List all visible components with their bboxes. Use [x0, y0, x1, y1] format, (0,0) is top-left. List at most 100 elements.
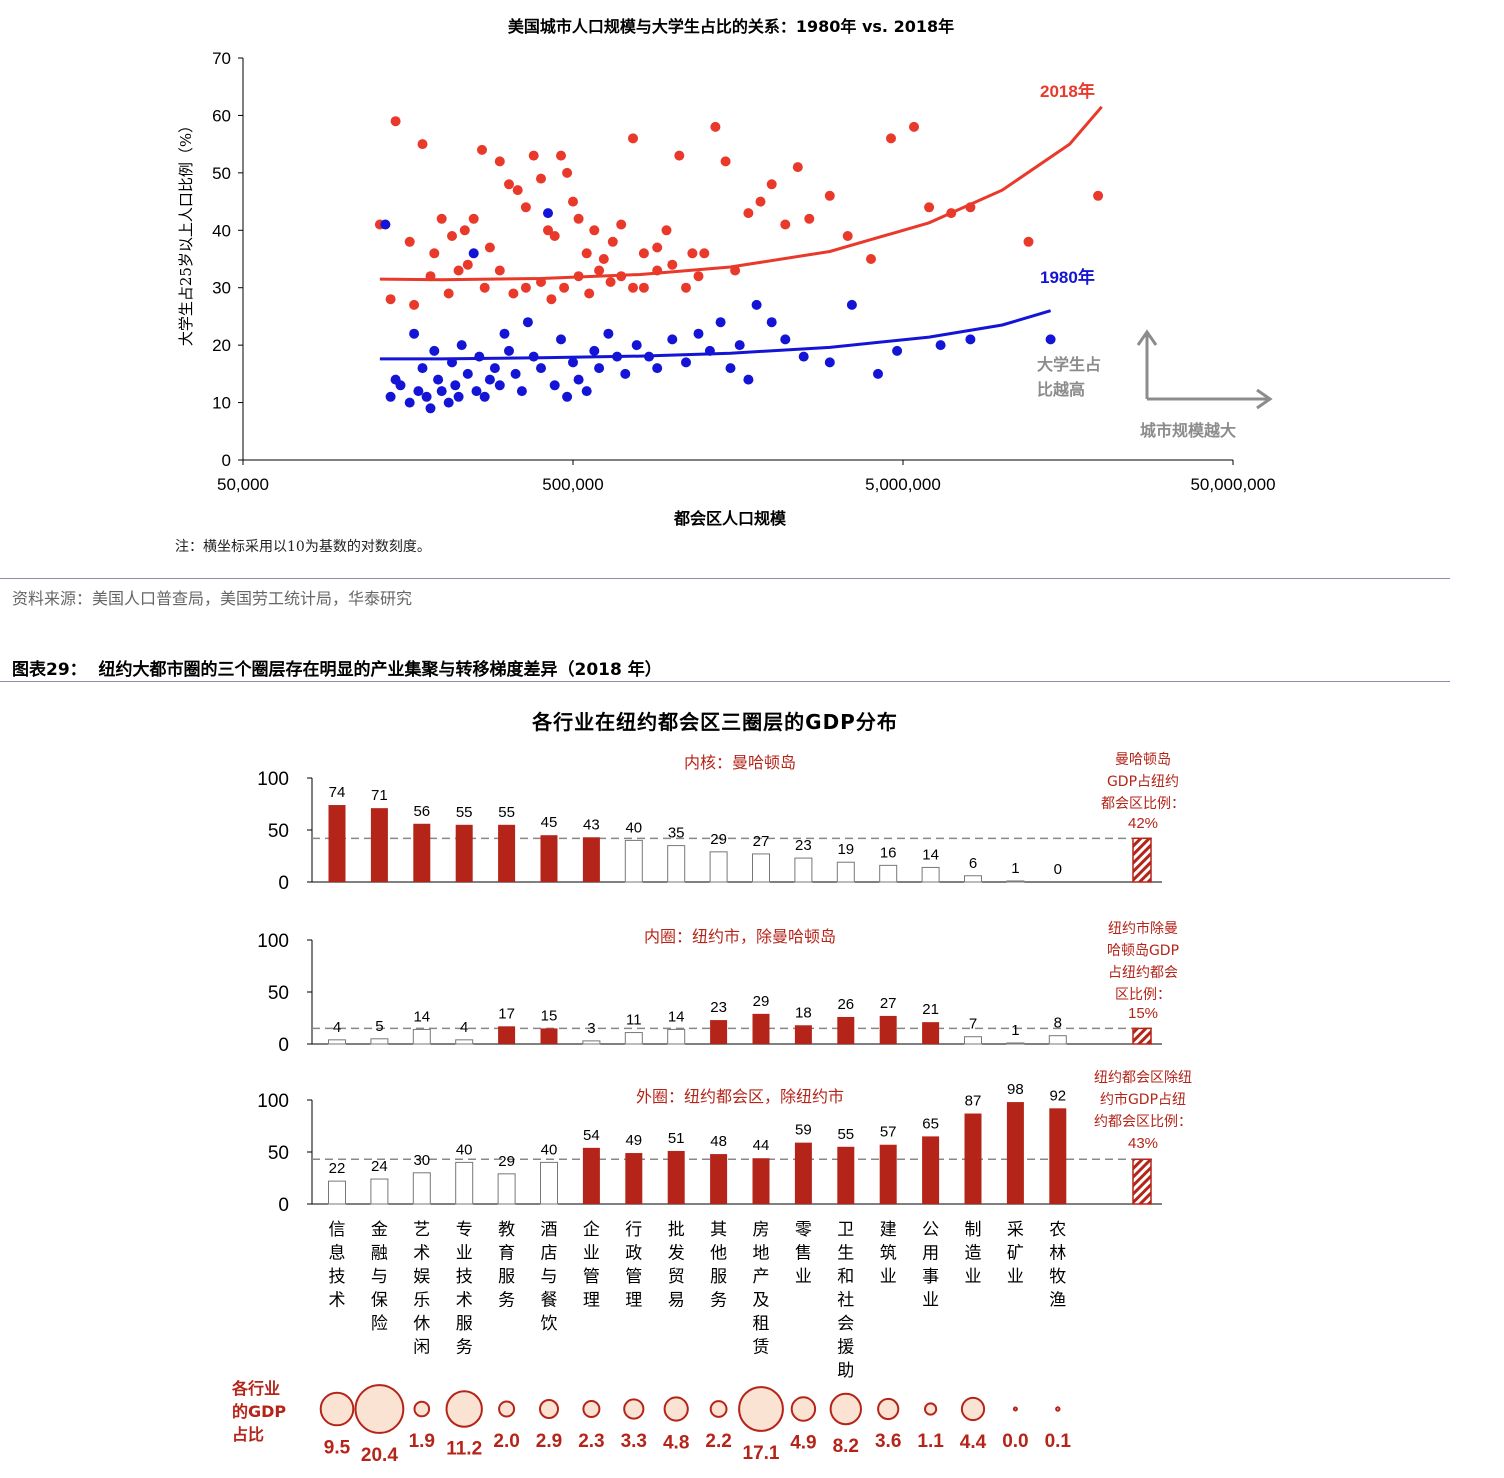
data-point [522, 317, 533, 328]
data-point [447, 231, 457, 241]
scatter-xlabel: 都会区人口规模 [673, 509, 786, 528]
data-point [556, 334, 566, 345]
data-point [638, 248, 649, 259]
category-char: 售 [795, 1244, 812, 1264]
data-point [734, 340, 745, 351]
category-char: 理 [583, 1291, 600, 1311]
bar-value-label: 3 [587, 1020, 595, 1037]
category-char: 业 [880, 1267, 897, 1287]
scatter-title: 美国城市人口规模与大学生占比的关系：1980年 vs. 2018年 [507, 17, 955, 36]
data-point [508, 288, 519, 299]
category-char: 信 [329, 1220, 346, 1240]
bar-value-label: 43 [583, 816, 600, 833]
y-tick-label: 0 [278, 1035, 289, 1056]
bar-value-label: 40 [456, 1141, 473, 1158]
side-note-line: 占纽约都会 [1108, 965, 1178, 981]
bar-value-label: 16 [880, 844, 897, 861]
bar-value-label: 74 [329, 784, 346, 801]
bar-value-label: 14 [668, 1008, 685, 1025]
data-point [429, 248, 440, 259]
gdp-share-bubble [1055, 1406, 1061, 1412]
panel-label: 内核：曼哈顿岛 [684, 753, 796, 772]
category-char: 生 [837, 1244, 854, 1264]
category-label: 采矿业 [1007, 1220, 1024, 1287]
category-char: 与 [541, 1267, 558, 1287]
gdp-share-label: 的GDP [232, 1402, 286, 1421]
side-note-line: 区比例： [1115, 987, 1171, 1003]
side-note-line: 纽约都会区除纽 [1094, 1070, 1192, 1086]
category-char: 管 [625, 1267, 642, 1287]
category-char: 其 [710, 1220, 727, 1240]
category-char: 业 [456, 1244, 473, 1264]
bar [752, 853, 770, 883]
trend-line [379, 309, 1052, 361]
gdp-share-value: 3.3 [621, 1431, 647, 1452]
category-char: 地 [753, 1244, 770, 1264]
divider-top [0, 578, 1450, 579]
category-char: 险 [371, 1314, 388, 1334]
bar-value-label: 23 [710, 999, 727, 1016]
bar [455, 1161, 474, 1205]
data-point [456, 340, 467, 351]
data-point [562, 167, 573, 178]
bar [964, 1113, 982, 1204]
data-point [755, 196, 766, 207]
data-point [499, 328, 510, 339]
gdp-share-value: 20.4 [361, 1445, 398, 1466]
data-point [404, 236, 415, 247]
data-point [409, 299, 420, 310]
bar [794, 857, 813, 883]
bar-value-label: 55 [837, 1126, 854, 1143]
bar-value-label: 44 [753, 1137, 770, 1154]
gdp-share-bubble [445, 1390, 483, 1428]
bar [794, 1142, 812, 1204]
data-point [453, 265, 464, 276]
panel-label: 外圈：纽约都会区，除纽约市 [636, 1087, 844, 1106]
data-point [824, 357, 835, 368]
bar-value-label: 35 [668, 825, 685, 842]
category-char: 融 [371, 1244, 388, 1264]
data-point [425, 403, 436, 414]
data-point [504, 345, 514, 356]
side-note-line: GDP占纽约 [1107, 774, 1179, 790]
data-point [494, 156, 505, 167]
category-char: 矿 [1007, 1244, 1024, 1264]
bar [328, 1039, 346, 1045]
data-point [628, 133, 638, 144]
data-point [842, 231, 853, 241]
data-point [804, 213, 815, 224]
data-point [568, 196, 578, 207]
bar [412, 1172, 431, 1205]
data-point [549, 380, 560, 391]
data-point [909, 121, 919, 132]
data-point [693, 328, 704, 339]
side-note-line: 曼哈顿岛 [1115, 752, 1171, 768]
gdp-share-bubble [738, 1386, 784, 1432]
arrow-right-label: 城市规模越大 [1140, 421, 1236, 440]
bar [370, 1178, 389, 1205]
gdp-share-bubble [790, 1396, 817, 1422]
category-char: 术 [413, 1244, 430, 1264]
data-point [652, 363, 663, 374]
bar-value-label: 15 [541, 1007, 558, 1024]
bar [1006, 1042, 1025, 1045]
gdp-share-label: 各行业 [231, 1379, 280, 1398]
data-point [380, 219, 391, 230]
bars-title: 各行业在纽约都会区三圈层的GDP分布 [532, 710, 898, 734]
gdp-share-value: 0.1 [1045, 1431, 1072, 1452]
gdp-share-value: 4.9 [790, 1433, 816, 1454]
data-point [462, 368, 473, 379]
data-point [743, 374, 754, 385]
data-point [766, 179, 777, 190]
bar [582, 1147, 600, 1204]
category-char: 技 [329, 1267, 346, 1287]
category-char: 会 [837, 1314, 854, 1334]
data-point [443, 397, 454, 408]
y-tick-label: 0 [278, 1195, 289, 1216]
bar-value-label: 54 [583, 1127, 600, 1144]
category-char: 务 [498, 1291, 515, 1311]
